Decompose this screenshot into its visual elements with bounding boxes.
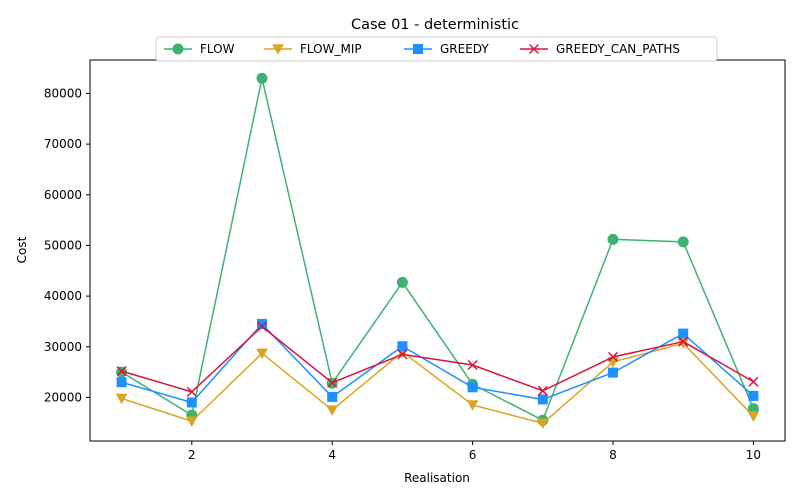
x-axis-title: Realisation (404, 471, 470, 485)
x-tick-label: 6 (469, 448, 477, 462)
x-tick-label: 2 (188, 448, 196, 462)
plot-area (115, 72, 760, 430)
legend-label: GREEDY (440, 42, 489, 56)
greedy-point (397, 341, 408, 352)
legend-marker (528, 43, 540, 55)
flow-mip-point (747, 411, 760, 422)
flow-mip-point (466, 400, 479, 411)
greedy-can-paths-line (121, 325, 754, 393)
greedy-point (537, 394, 548, 405)
flow-mip-point (536, 418, 549, 430)
greedy-point (748, 390, 759, 401)
flow-line (121, 77, 755, 421)
greedy-can-paths-point (186, 386, 197, 397)
legend-marker (172, 43, 184, 55)
y-axis-title: Cost (15, 236, 29, 263)
flow-mip-point (115, 393, 128, 405)
y-tick-label: 50000 (44, 238, 82, 252)
greedy-point (608, 367, 619, 378)
flow-point (607, 233, 619, 245)
greedy-can-paths-point (748, 376, 759, 387)
x-tick-label: 4 (328, 448, 336, 462)
greedy-point (256, 318, 267, 329)
legend-item-flow-mip: FLOW_MIP (264, 42, 362, 56)
chart-title: Case 01 - deterministic (351, 17, 519, 33)
x-tick-label: 10 (746, 448, 761, 462)
legend-marker (272, 44, 284, 55)
x-tick-label: 8 (609, 448, 617, 462)
greedy-can-paths-point (678, 336, 689, 347)
y-tick-label: 30000 (44, 340, 82, 354)
greedy-point (327, 391, 338, 402)
y-tick-label: 70000 (44, 137, 82, 151)
greedy-can-paths-point (467, 359, 478, 371)
legend-label: FLOW (200, 42, 235, 56)
legend-box (155, 36, 718, 62)
legend-label: FLOW_MIP (300, 42, 362, 56)
y-tick-label: 60000 (44, 188, 82, 202)
axis-ticks: 2 4 6 8 10 20000 30000 40000 50000 60000 70000 8000… (44, 86, 761, 462)
flow-mip-point (326, 405, 339, 416)
greedy-line (121, 323, 754, 404)
legend: FLOW FLOW_MIP GREEDY GREEDY_CAN_PATHS (155, 36, 718, 62)
greedy-can-paths-point (256, 321, 268, 332)
legend-label: GREEDY_CAN_PATHS (556, 42, 680, 56)
flow-mip-point (256, 348, 268, 360)
series-greedy-can-paths (116, 321, 759, 397)
greedy-can-paths-point (397, 349, 408, 360)
flow-mip-point (185, 416, 198, 428)
greedy-point (186, 397, 197, 408)
legend-item-flow: FLOW (164, 42, 235, 56)
greedy-can-paths-point (327, 377, 338, 388)
greedy-can-paths-point (607, 351, 619, 362)
y-tick-label: 80000 (44, 86, 82, 100)
y-tick-label: 40000 (44, 289, 82, 303)
legend-item-greedy-can-paths: GREEDY_CAN_PATHS (520, 42, 680, 56)
greedy-point (467, 382, 478, 393)
greedy-point (116, 377, 127, 388)
flow-point (677, 236, 689, 248)
y-tick-label: 20000 (44, 390, 82, 404)
flow-point (396, 276, 408, 288)
greedy-can-paths-point (116, 366, 127, 377)
legend-item-greedy: GREEDY (404, 42, 489, 56)
legend-marker (413, 44, 423, 54)
series-greedy (116, 318, 759, 408)
flow-point (256, 72, 268, 84)
greedy-point (678, 328, 689, 339)
greedy-can-paths-point (537, 385, 548, 396)
